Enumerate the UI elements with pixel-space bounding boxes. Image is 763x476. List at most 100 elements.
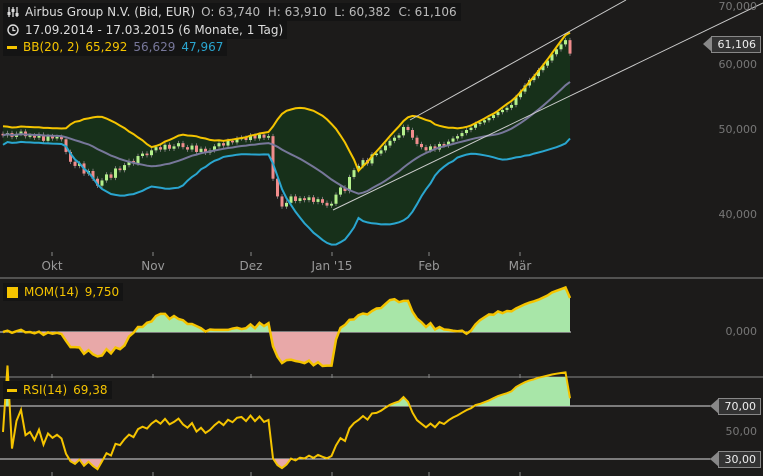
mom-legend[interactable]: MOM(14) 9,750: [3, 283, 124, 301]
candle-up: [123, 165, 126, 171]
candle-up: [105, 174, 108, 181]
instrument-name: Airbus Group N.V. (Bid, EUR): [25, 5, 196, 19]
price-tick: 40,000: [718, 208, 758, 221]
candle-down: [406, 126, 410, 130]
candle-up: [316, 199, 320, 202]
candle-down: [280, 196, 284, 207]
candle-up: [348, 176, 351, 192]
candle-up: [474, 123, 477, 128]
bollinger-upper-line: [2, 31, 571, 173]
rsi-tick: 50,00: [725, 425, 758, 438]
price-tick: 70,000: [718, 0, 758, 13]
x-label-feb: Feb: [418, 259, 440, 273]
candle-down: [321, 199, 324, 203]
candle-down: [118, 168, 122, 171]
candle-down: [186, 147, 189, 150]
price-tick: 60,000: [718, 58, 758, 71]
candle-down: [244, 137, 248, 141]
candle-down: [271, 136, 275, 179]
candle-up: [177, 143, 180, 147]
candle-up: [483, 120, 486, 123]
candle-up: [469, 127, 473, 130]
bb-legend[interactable]: BB(20, 2) 65,292 56,629 47,967: [3, 38, 228, 56]
x-label-okt: Okt: [41, 259, 63, 273]
candle-down: [51, 136, 54, 139]
candle-up: [564, 40, 567, 45]
candle-down: [195, 145, 198, 152]
candle-up: [514, 97, 518, 105]
candle-up: [357, 165, 360, 171]
candle-down: [568, 40, 572, 54]
candle-up: [150, 150, 153, 156]
candle-up: [226, 140, 230, 146]
mom-negative-fill: [3, 332, 570, 366]
mom-line: [2, 285, 572, 368]
candle-up: [127, 160, 131, 166]
candle-up: [136, 156, 140, 164]
candle-down: [222, 143, 225, 146]
candle-up: [460, 133, 464, 137]
candle-up: [456, 136, 459, 139]
bollinger-lower-line: [2, 137, 571, 246]
candle-up: [478, 122, 482, 124]
chart-settings-icon[interactable]: [7, 6, 19, 18]
candle-up: [298, 198, 302, 201]
bb-lower-value: 47,967: [181, 40, 224, 54]
candle-down: [253, 135, 257, 139]
candle-up: [114, 168, 117, 178]
x-label-nov: Nov: [141, 259, 165, 273]
candle-up: [235, 138, 239, 143]
period-legend: 17.09.2014 - 17.03.2015 (6 Monate, 1 Tag…: [3, 21, 288, 39]
rsi-value: 69,38: [73, 383, 108, 397]
candle-up: [532, 76, 536, 81]
candle-up: [393, 137, 396, 141]
candle-down: [96, 178, 99, 186]
candle-up: [28, 135, 32, 137]
candle-down: [276, 178, 279, 197]
candle-down: [73, 161, 77, 166]
bb-label: BB(20, 2): [23, 40, 80, 54]
candle-down: [415, 137, 419, 144]
last-price-tag: 61,106: [702, 36, 761, 53]
candle-up: [55, 136, 59, 139]
candle-up: [141, 153, 144, 157]
period-text: 17.09.2014 - 17.03.2015 (6 Monate, 1 Tag…: [25, 23, 284, 37]
line-swatch-icon: [7, 45, 17, 49]
candle-up: [550, 54, 554, 61]
candle-up: [546, 60, 549, 66]
rsi-legend[interactable]: RSI(14) 69,38: [3, 381, 112, 399]
candle-up: [267, 136, 270, 138]
candle-up: [330, 203, 333, 206]
trend-channel-upper: [409, 0, 627, 121]
x-label-mar: Mär: [508, 259, 532, 273]
candle-down: [442, 143, 446, 146]
candle-up: [100, 180, 104, 186]
candle-up: [339, 187, 342, 195]
mom-tick: 0,000: [725, 325, 758, 338]
bb-upper-value: 65,292: [85, 40, 128, 54]
candle-up: [37, 134, 41, 138]
candle-down: [343, 187, 347, 192]
candle-down: [69, 151, 72, 162]
candle-up: [334, 194, 338, 204]
candle-up: [559, 44, 563, 50]
candle-up: [465, 130, 468, 134]
candle-up: [375, 153, 378, 156]
candle-up: [190, 145, 194, 150]
rsi-overbought-fill: [3, 377, 570, 406]
candle-up: [397, 135, 401, 138]
rsi-line: [2, 365, 571, 471]
candle-up: [510, 104, 513, 108]
candle-up: [249, 135, 252, 141]
candle-up: [352, 170, 356, 177]
candle-down: [91, 170, 95, 179]
candle-up: [501, 109, 504, 113]
price-tick: 50,000: [718, 123, 758, 136]
ohlc-values: O: 63,740 H: 63,910 L: 60,382 C: 61,106: [201, 5, 457, 19]
candle-down: [231, 140, 234, 143]
candle-down: [411, 130, 414, 138]
bollinger-middle-line: [2, 81, 571, 195]
rsi-70-tag: 70,00: [709, 398, 761, 415]
